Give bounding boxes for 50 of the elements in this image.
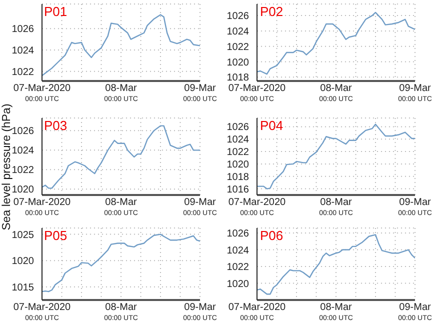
x-tick-label: 09-Mar 00:00 UTC [183, 83, 217, 103]
y-tick-label: 1022 [226, 147, 250, 158]
y-tick-label: 1020 [226, 160, 250, 170]
y-tick-label: 1018 [226, 72, 250, 84]
y-tick-label: 1020 [226, 278, 250, 290]
x-tick-label: 08-Mar 00:00 UTC [319, 197, 353, 217]
y-tick-label: 1026 [226, 11, 250, 22]
y-tick-label: 1024 [226, 245, 250, 256]
x-tick-label: 08-Mar 00:00 UTC [319, 302, 353, 322]
chart-title: P05 [44, 228, 68, 243]
x-tick-label: 07-Mar-2020 00:00 UTC [13, 83, 72, 103]
x-tick-label: 09-Mar 00:00 UTC [183, 197, 217, 217]
y-tick-label: 1024 [226, 26, 250, 38]
y-tick-label: 1022 [226, 42, 250, 53]
y-tick-label: 1022 [12, 165, 34, 176]
y-tick-label: 1025 [12, 230, 34, 241]
y-tick-label: 1024 [12, 46, 34, 57]
y-tick-label: 1024 [12, 146, 34, 157]
x-tick-label: 09-Mar 00:00 UTC [398, 197, 432, 217]
x-tick-label: 07-Mar-2020 00:00 UTC [228, 302, 286, 322]
y-tick-label: 1026 [226, 122, 250, 134]
y-tick-label: 1020 [226, 57, 250, 68]
chart-title: P02 [260, 4, 284, 19]
x-tick-label: 09-Mar 00:00 UTC [398, 302, 432, 322]
y-tick-label: 1022 [226, 262, 250, 274]
x-tick-label: 07-Mar-2020 00:00 UTC [228, 83, 286, 103]
x-tick-label: 07-Mar-2020 00:00 UTC [13, 197, 72, 217]
y-tick-label: 1015 [12, 282, 34, 294]
chart-title: P01 [44, 4, 68, 19]
y-tick-label: 1018 [226, 172, 250, 183]
y-tick-label: 1026 [226, 228, 250, 240]
y-tick-label: 1026 [12, 24, 34, 36]
x-tick-label: 08-Mar 00:00 UTC [104, 302, 138, 322]
y-tick-label: 1020 [12, 256, 34, 268]
x-tick-label: 07-Mar-2020 00:00 UTC [228, 197, 286, 217]
y-tick-label: 1020 [12, 184, 34, 196]
x-tick-label: 07-Mar-2020 00:00 UTC [13, 302, 72, 322]
chart-title: P03 [44, 118, 68, 133]
x-tick-label: 08-Mar 00:00 UTC [104, 83, 138, 103]
x-tick-label: 09-Mar 00:00 UTC [398, 83, 432, 103]
y-tick-label: 1024 [226, 134, 250, 146]
y-tick-label: 1026 [12, 126, 34, 138]
chart-title: P06 [260, 228, 284, 243]
x-tick-label: 09-Mar 00:00 UTC [183, 302, 217, 322]
chart-title: P04 [260, 118, 284, 133]
y-axis-title: Sea level pressure (hPa) [1, 104, 13, 230]
y-tick-label: 1016 [226, 184, 250, 196]
x-tick-label: 08-Mar 00:00 UTC [319, 83, 353, 103]
x-tick-label: 08-Mar 00:00 UTC [104, 197, 138, 217]
y-tick-label: 1022 [12, 66, 34, 78]
